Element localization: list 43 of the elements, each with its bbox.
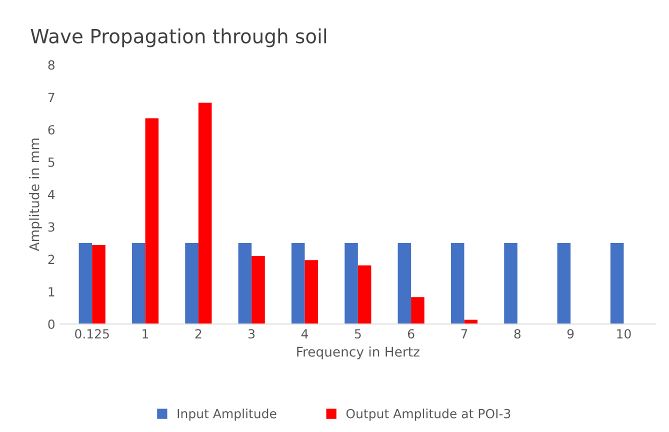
bar xyxy=(252,256,265,324)
x-tick-label: 4 xyxy=(301,329,308,338)
y-tick-label: 2 xyxy=(48,254,54,264)
y-tick-label: 7 xyxy=(48,92,54,102)
bar xyxy=(304,260,318,324)
bar xyxy=(238,243,252,324)
y-tick-label: 5 xyxy=(48,158,54,167)
y-tick-label: 3 xyxy=(48,222,54,232)
x-tick-label: 1 xyxy=(142,329,148,338)
x-tick-label: 8 xyxy=(514,329,521,339)
bar xyxy=(358,265,372,324)
legend-label: Output Amplitude at POI-3 xyxy=(346,408,510,421)
bar xyxy=(132,243,146,324)
y-tick-label: 1 xyxy=(48,287,54,296)
x-tick-label: 6 xyxy=(408,329,414,339)
x-tick-label: 3 xyxy=(248,329,255,339)
y-tick-label: 0 xyxy=(48,319,55,329)
x-tick-label: 0.125 xyxy=(75,329,109,339)
bar xyxy=(610,243,624,324)
bar xyxy=(92,244,106,324)
y-tick-label: 6 xyxy=(48,125,55,135)
bar xyxy=(398,243,412,324)
bar xyxy=(450,243,464,324)
y-tick-label: 8 xyxy=(48,60,54,70)
bar xyxy=(198,102,212,324)
y-axis-title: Amplitude in mm xyxy=(29,138,42,252)
x-tick-label: 5 xyxy=(354,329,361,339)
x-tick-label: 10 xyxy=(617,329,631,339)
bar xyxy=(504,243,518,324)
y-tick-label: 4 xyxy=(48,190,55,200)
bar xyxy=(557,243,571,324)
x-axis-title: Frequency in Hertz xyxy=(297,346,420,360)
bar xyxy=(411,297,424,324)
chart-title: Wave Propagation through soil xyxy=(30,28,326,48)
bar xyxy=(78,243,92,324)
bar xyxy=(145,118,159,324)
x-tick-label: 7 xyxy=(461,329,468,338)
x-tick-label: 9 xyxy=(567,329,574,339)
bar xyxy=(185,243,198,324)
legend-label: Input Amplitude xyxy=(178,408,276,421)
x-tick-label: 2 xyxy=(195,329,202,338)
bar xyxy=(344,243,358,324)
bar xyxy=(291,243,305,324)
